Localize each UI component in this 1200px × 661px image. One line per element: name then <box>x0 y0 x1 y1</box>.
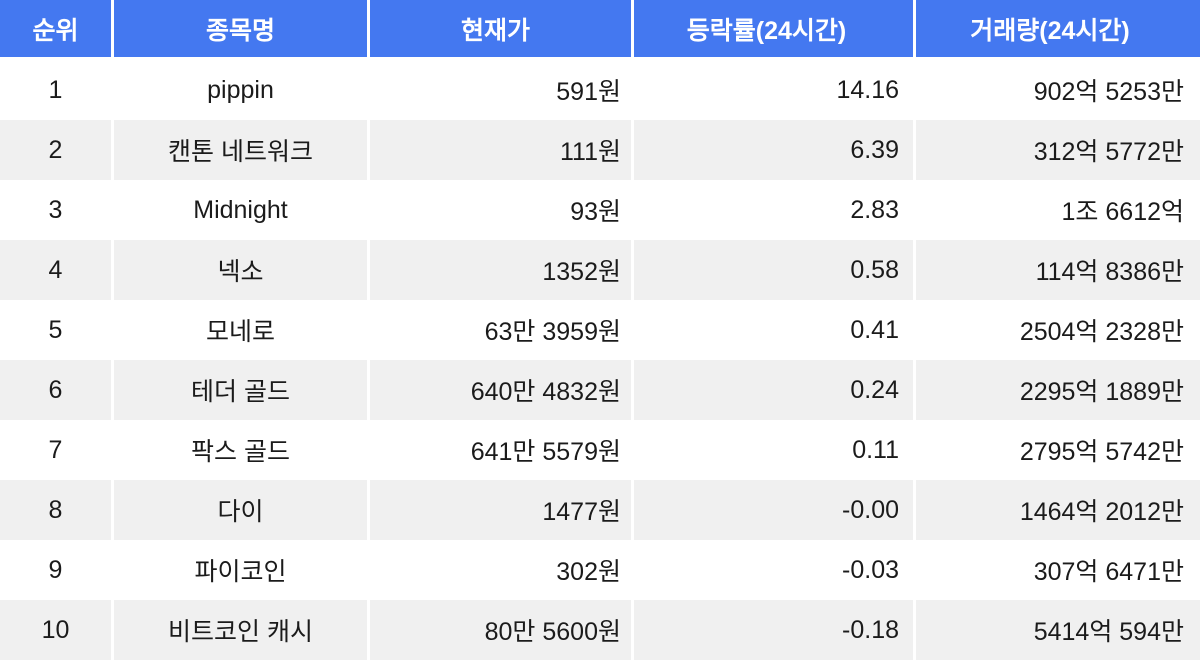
table-row[interactable]: 4 넥소 1352원 0.58 114억 8386만 <box>0 240 1200 300</box>
cell-name: 파이코인 <box>194 558 287 586</box>
header-change: 등락률(24시간) <box>634 0 913 57</box>
cell-rank: 7 <box>48 435 63 464</box>
cell-change: 0.11 <box>852 435 899 464</box>
cell-volume: 2795억 5742만 <box>1019 438 1184 466</box>
cell-name: pippin <box>207 75 274 104</box>
cell-change: 0.24 <box>634 360 913 420</box>
cell-change: -0.03 <box>842 555 899 584</box>
cell-volume: 2504억 2328만 <box>1019 318 1184 346</box>
cell-change: 6.39 <box>634 120 913 180</box>
table-row[interactable]: 9 파이코인 302원 -0.03 307억 6471만 <box>0 540 1200 600</box>
table-row[interactable]: 2 캔톤 네트워크 111원 6.39 312억 5772만 <box>0 120 1200 180</box>
cell-name: Midnight <box>193 195 288 224</box>
table-body: 1 pippin 591원 14.16 902억 5253만 2 캔톤 네트워크 111원 6.… <box>0 60 1200 660</box>
cell-price: 1477원 <box>370 480 631 540</box>
cell-price: 641만 5579원 <box>470 438 621 466</box>
table-row[interactable]: 6 테더 골드 640만 4832원 0.24 2295억 1889만 <box>0 360 1200 420</box>
table-row[interactable]: 8 다이 1477원 -0.00 1464억 2012만 <box>0 480 1200 540</box>
table-row[interactable]: 7 팍스 골드 641만 5579원 0.11 2795억 5742만 <box>0 420 1200 480</box>
header-rank: 순위 <box>0 0 111 57</box>
cell-change: -0.00 <box>634 480 913 540</box>
cell-rank: 1 <box>48 75 63 104</box>
cell-rank: 2 <box>0 120 111 180</box>
cell-volume: 5414억 594만 <box>916 600 1200 660</box>
cell-rank: 5 <box>48 315 63 344</box>
cell-price: 302원 <box>556 558 621 586</box>
cell-rank: 6 <box>0 360 111 420</box>
cell-rank: 8 <box>0 480 111 540</box>
cell-change: -0.18 <box>634 600 913 660</box>
cell-volume: 312억 5772만 <box>916 120 1200 180</box>
cell-volume: 307억 6471만 <box>1033 558 1184 586</box>
header-price: 현재가 <box>370 0 631 57</box>
cell-rank: 3 <box>48 195 63 224</box>
cell-volume: 1464억 2012만 <box>916 480 1200 540</box>
table-header-row: 순위 종목명 현재가 등락률(24시간) 거래량(24시간) <box>0 0 1200 60</box>
table-row[interactable]: 10 비트코인 캐시 80만 5600원 -0.18 5414억 594만 <box>0 600 1200 660</box>
cell-rank: 10 <box>0 600 111 660</box>
cell-volume: 114억 8386만 <box>916 240 1200 300</box>
cell-volume: 902억 5253만 <box>1033 78 1184 106</box>
cell-name: 다이 <box>114 480 367 540</box>
cell-name: 넥소 <box>114 240 367 300</box>
cell-change: 0.41 <box>850 315 899 344</box>
cell-price: 63만 3959원 <box>484 318 621 346</box>
cell-change: 2.83 <box>850 195 899 224</box>
cell-price: 80만 5600원 <box>370 600 631 660</box>
cell-price: 591원 <box>556 78 621 106</box>
cell-name: 비트코인 캐시 <box>114 600 367 660</box>
cell-rank: 4 <box>0 240 111 300</box>
cell-price: 640만 4832원 <box>370 360 631 420</box>
cell-price: 1352원 <box>370 240 631 300</box>
cell-name: 팍스 골드 <box>191 438 290 466</box>
table-row[interactable]: 3 Midnight 93원 2.83 1조 6612억 <box>0 180 1200 240</box>
cell-name: 모네로 <box>205 318 275 346</box>
table-row[interactable]: 1 pippin 591원 14.16 902억 5253만 <box>0 60 1200 120</box>
cell-rank: 9 <box>48 555 63 584</box>
cell-volume: 2295억 1889만 <box>916 360 1200 420</box>
cell-price: 111원 <box>370 120 631 180</box>
cell-change: 0.58 <box>634 240 913 300</box>
cell-name: 테더 골드 <box>114 360 367 420</box>
header-name: 종목명 <box>114 0 367 57</box>
cell-volume: 1조 6612억 <box>1061 198 1184 226</box>
cell-name: 캔톤 네트워크 <box>114 120 367 180</box>
header-volume: 거래량(24시간) <box>916 0 1200 57</box>
table-row[interactable]: 5 모네로 63만 3959원 0.41 2504억 2328만 <box>0 300 1200 360</box>
cell-change: 14.16 <box>836 75 899 104</box>
cell-price: 93원 <box>570 198 621 226</box>
